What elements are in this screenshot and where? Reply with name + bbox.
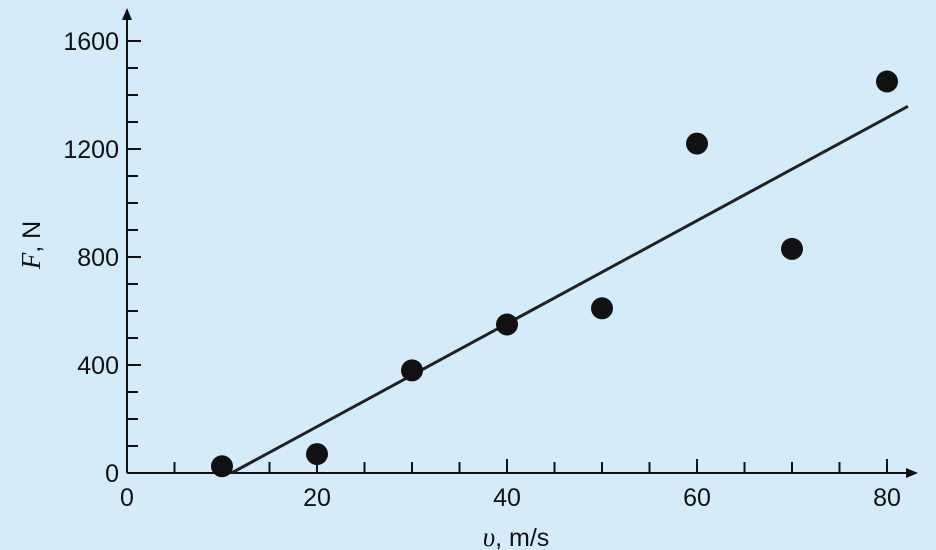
data-point — [401, 359, 423, 382]
y-axis-arrow — [122, 8, 132, 20]
y-tick-label: 400 — [77, 352, 119, 380]
y-axis-symbol: F — [16, 252, 46, 270]
x-tick-label: 60 — [683, 484, 711, 512]
x-tick-label: 0 — [120, 484, 134, 512]
x-axis-arrow — [906, 468, 918, 478]
x-axis-symbol: υ — [483, 522, 495, 550]
y-tick-label: 1600 — [63, 28, 119, 56]
data-point — [686, 132, 708, 155]
y-tick-label: 800 — [77, 244, 119, 272]
y-axis-unit: , N — [18, 221, 46, 253]
data-point — [306, 443, 328, 466]
fit-line — [230, 105, 909, 475]
y-tick-label: 1200 — [63, 136, 119, 164]
x-axis-unit: , m/s — [495, 524, 549, 550]
fit-line-group — [230, 105, 909, 475]
data-point — [496, 313, 518, 336]
axis-labels: F, N υ, m/s — [16, 221, 549, 550]
data-point — [591, 297, 613, 320]
x-tick-label: 40 — [493, 484, 521, 512]
data-points — [211, 70, 898, 478]
axes — [122, 8, 918, 478]
x-tick-label: 20 — [303, 484, 331, 512]
data-point — [876, 70, 898, 93]
y-tick-label: 0 — [105, 460, 119, 488]
x-tick-label: 80 — [873, 484, 901, 512]
data-point — [211, 455, 233, 478]
y-axis-label: F, N — [16, 221, 46, 270]
data-point — [781, 237, 803, 260]
x-axis-label: υ, m/s — [483, 522, 550, 550]
